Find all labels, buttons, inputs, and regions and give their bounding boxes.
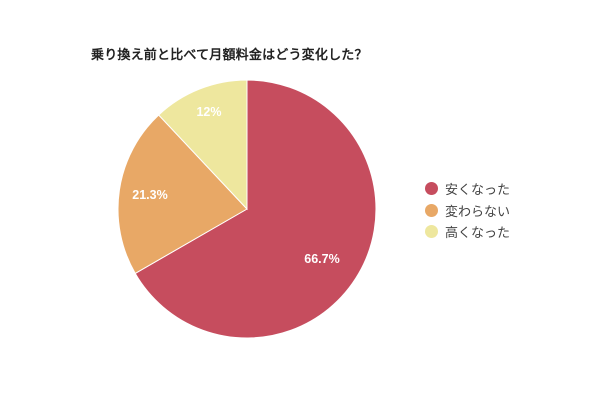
legend-item-more-expensive[interactable]: 高くなった [425,221,510,243]
slice-label-unchanged: 21.3% [132,188,167,202]
legend-dot-icon [425,203,438,217]
legend-item-unchanged[interactable]: 変わらない [425,200,510,222]
legend-label: 安くなった [445,183,511,199]
legend-label: 変わらない [445,204,511,220]
legend-label: 高くなった [445,226,511,242]
legend-dot-icon [425,225,438,239]
chart-title: 乗り換え前と比べて月額料金はどう変化した？ [91,48,368,63]
legend: 安くなった 変わらない 高くなった [425,178,510,243]
pie-slice-cheaper[interactable] [134,79,377,339]
pie-slice-unchanged[interactable] [117,114,248,275]
legend-item-cheaper[interactable]: 安くなった [425,178,510,200]
slice-label-cheaper: 66.7% [304,252,339,266]
legend-dot-icon [425,182,438,196]
pie-slice-more-expensive[interactable] [157,79,248,211]
slice-label-more-expensive: 12% [196,105,221,119]
